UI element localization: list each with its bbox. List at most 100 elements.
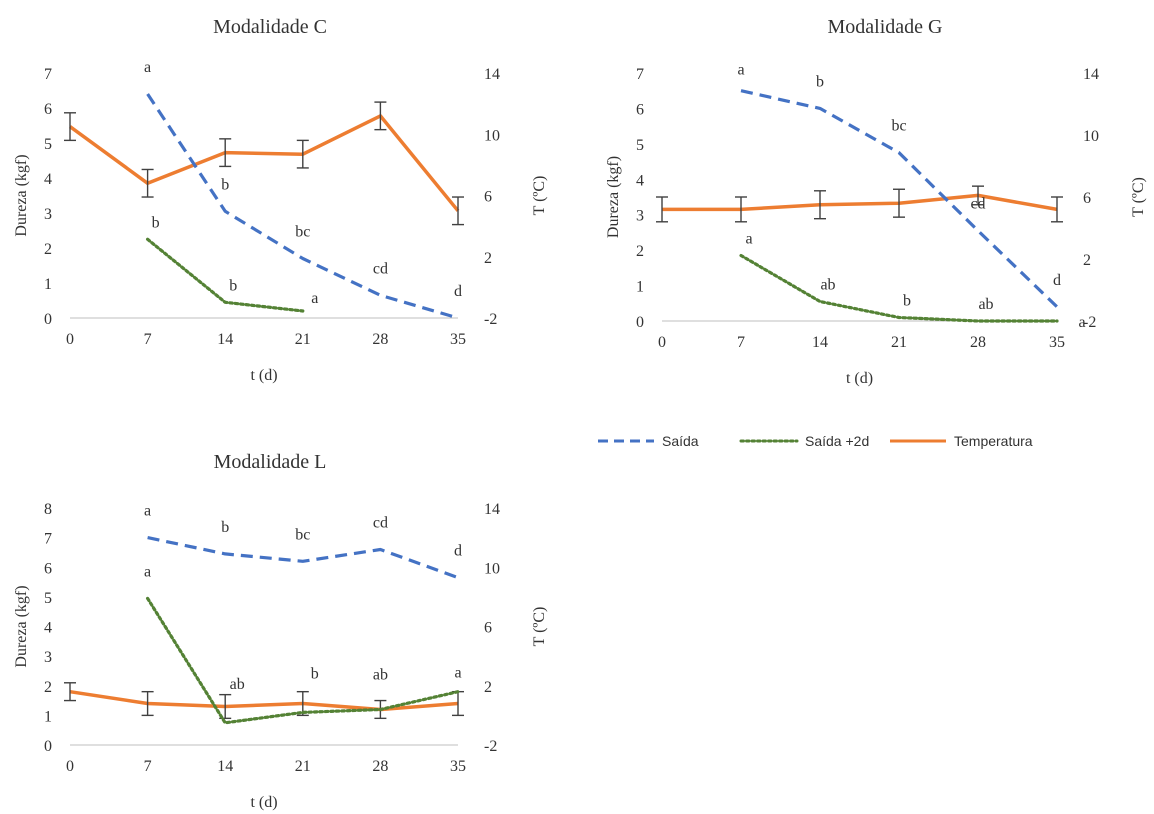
y2-tick-label: -2 xyxy=(484,738,497,755)
y-tick-label: 5 xyxy=(44,136,52,153)
legend-label: Saída xyxy=(662,433,699,449)
y2-axis-title: T (ºC) xyxy=(531,176,548,216)
error-bar xyxy=(452,196,464,226)
x-tick-label: 14 xyxy=(217,758,233,775)
data-label: a xyxy=(745,230,752,247)
x-tick-label: 7 xyxy=(144,331,152,348)
y-tick-label: 0 xyxy=(44,738,52,755)
chart-title: Modalidade C xyxy=(213,16,327,38)
y2-tick-label: 2 xyxy=(484,679,492,696)
legend-label: Temperatura xyxy=(954,433,1033,449)
y-tick-label: 4 xyxy=(44,620,52,637)
y-tick-label: 8 xyxy=(44,501,52,518)
legend: Saída Saída +2d Temperatura xyxy=(598,433,1033,449)
error-bar xyxy=(141,690,154,717)
series-line-saida2d xyxy=(146,237,305,313)
x-axis-title: t (d) xyxy=(250,367,277,384)
y2-tick-label: 14 xyxy=(484,501,500,518)
error-bar xyxy=(219,138,232,168)
error-bar xyxy=(893,188,905,218)
data-label: ab xyxy=(373,666,388,683)
y-tick-label: 0 xyxy=(636,314,644,331)
data-label: ab xyxy=(820,277,835,294)
error-bar xyxy=(1051,196,1063,223)
y2-tick-label: -2 xyxy=(1083,314,1096,331)
y-axis-title: Dureza (kgf) xyxy=(13,154,30,236)
x-tick-label: 35 xyxy=(1049,334,1065,351)
y2-tick-label: 14 xyxy=(484,66,500,83)
data-label: ab xyxy=(230,676,245,693)
chart-title: Modalidade G xyxy=(828,16,943,38)
y-tick-label: 0 xyxy=(44,311,52,328)
data-label: b xyxy=(152,214,160,231)
data-label: b xyxy=(221,176,229,193)
series-line-saida xyxy=(740,89,1059,308)
x-tick-label: 0 xyxy=(658,334,666,351)
series-line-temp xyxy=(662,193,1058,212)
x-tick-label: 28 xyxy=(372,758,388,775)
y-tick-label: 3 xyxy=(44,649,52,666)
chart-title: Modalidade L xyxy=(214,451,327,473)
y-tick-label: 1 xyxy=(636,279,644,296)
y-axis-title: Dureza (kgf) xyxy=(605,156,622,238)
error-bar xyxy=(735,196,747,223)
data-label: b xyxy=(221,519,229,536)
y-tick-label: 7 xyxy=(636,66,644,83)
error-bar xyxy=(64,112,76,142)
y2-axis-title: T (ºC) xyxy=(531,607,548,647)
error-bar xyxy=(64,682,76,702)
y2-tick-label: 2 xyxy=(1083,252,1091,269)
data-label: cd xyxy=(373,514,388,531)
data-label: b xyxy=(229,277,237,294)
y2-tick-label: 10 xyxy=(484,127,500,144)
x-axis-title: t (d) xyxy=(846,370,873,387)
x-tick-label: 7 xyxy=(737,334,745,351)
legend-item-temp: Temperatura xyxy=(890,433,1033,449)
data-label: d xyxy=(454,543,462,560)
x-tick-label: 0 xyxy=(66,331,74,348)
series-line-temp xyxy=(69,689,459,712)
x-tick-label: 28 xyxy=(970,334,986,351)
error-bar xyxy=(656,196,668,223)
x-tick-label: 35 xyxy=(450,758,466,775)
series-line-saida2d xyxy=(739,253,1059,323)
y2-tick-label: 6 xyxy=(1083,190,1091,207)
data-label: ab xyxy=(978,296,993,313)
y-tick-label: 7 xyxy=(44,66,52,83)
y2-tick-label: -2 xyxy=(484,311,497,328)
series-line-saida xyxy=(147,536,459,580)
x-tick-label: 14 xyxy=(812,334,828,351)
x-tick-label: 21 xyxy=(295,758,311,775)
y-tick-label: 5 xyxy=(636,137,644,154)
x-tick-label: 7 xyxy=(144,758,152,775)
y2-tick-label: 10 xyxy=(484,560,500,577)
y-tick-label: 7 xyxy=(44,531,52,548)
y-tick-label: 5 xyxy=(44,590,52,607)
y-tick-label: 4 xyxy=(44,171,52,188)
series-line-temp xyxy=(68,114,460,212)
legend-item-saida2d: Saída +2d xyxy=(739,433,869,449)
y2-tick-label: 6 xyxy=(484,189,492,206)
y-tick-label: 6 xyxy=(44,560,52,577)
y-tick-label: 1 xyxy=(44,276,52,293)
y-tick-label: 3 xyxy=(636,208,644,225)
legend-item-saida: Saída xyxy=(598,433,699,449)
error-bar xyxy=(296,139,309,169)
data-label: cd xyxy=(373,260,388,277)
data-label: a xyxy=(454,665,461,682)
data-label: bc xyxy=(295,224,310,241)
error-bar xyxy=(814,190,826,220)
y-tick-label: 1 xyxy=(44,708,52,725)
chart-1: Modalidade G 0 7 14 21 28 35 0 1 2 3 4 5 6 7 -2 2 6 10 14 t … xyxy=(605,16,1147,387)
data-label: a xyxy=(737,62,744,79)
y2-tick-label: 2 xyxy=(484,250,492,267)
data-label: a xyxy=(311,290,318,307)
x-tick-label: 28 xyxy=(372,331,388,348)
series-line-saida2d xyxy=(146,596,460,725)
data-label: b xyxy=(903,292,911,309)
y-tick-label: 2 xyxy=(44,241,52,258)
data-label: cd xyxy=(970,196,985,213)
chart-0: Modalidade C 0 7 14 21 28 35 0 1 2 3 4 5 6 7 -2 2 6 10 14 t … xyxy=(13,16,548,384)
data-label: b xyxy=(311,665,319,682)
